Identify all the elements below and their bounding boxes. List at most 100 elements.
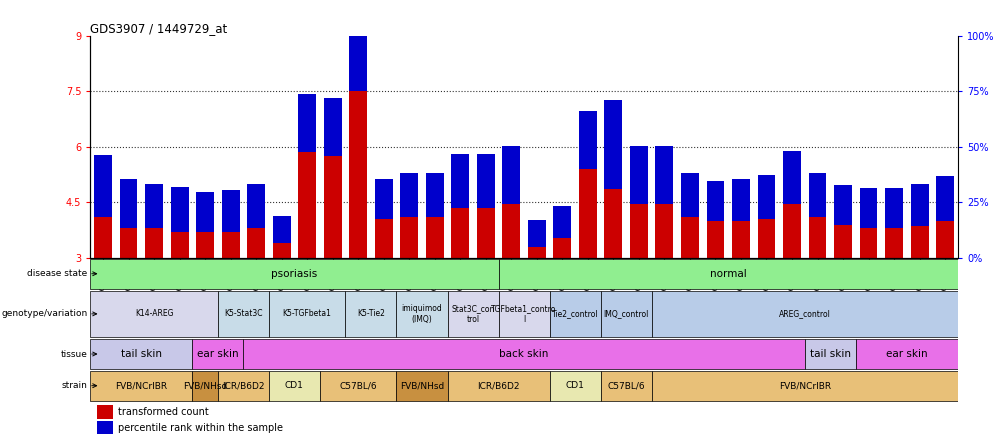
Bar (426, 173, 443, 217)
Text: ICR/B6D2: ICR/B6D2 (477, 381, 519, 390)
Text: ear skin: ear skin (885, 349, 927, 359)
Bar (502, 147, 520, 204)
Bar (834, 185, 851, 225)
Bar (217, 291, 269, 337)
Bar (629, 147, 647, 204)
Text: disease state: disease state (27, 269, 87, 278)
Bar (855, 339, 957, 369)
Bar (651, 371, 957, 400)
Bar (243, 339, 804, 369)
Bar (451, 208, 469, 258)
Bar (859, 188, 877, 228)
Bar (90, 259, 498, 289)
Bar (324, 98, 342, 156)
Bar (246, 184, 265, 228)
Bar (447, 291, 498, 337)
Bar (94, 217, 112, 258)
Text: C57BL/6: C57BL/6 (607, 381, 644, 390)
Bar (196, 232, 213, 258)
Text: genotype/variation: genotype/variation (1, 309, 87, 318)
Text: FVB/NCrIBR: FVB/NCrIBR (778, 381, 830, 390)
Text: percentile rank within the sample: percentile rank within the sample (118, 423, 283, 433)
Bar (783, 151, 801, 204)
Bar (549, 291, 600, 337)
Text: ear skin: ear skin (196, 349, 238, 359)
Text: GDS3907 / 1449729_at: GDS3907 / 1449729_at (90, 23, 227, 36)
Text: Tie2_control: Tie2_control (551, 309, 598, 318)
Bar (170, 187, 188, 232)
Bar (578, 111, 596, 169)
Bar (705, 221, 723, 258)
Bar (884, 188, 902, 228)
Bar (629, 204, 647, 258)
Text: Stat3C_con
trol: Stat3C_con trol (451, 304, 494, 324)
Bar (731, 178, 749, 221)
Text: FVB/NCrIBR: FVB/NCrIBR (115, 381, 167, 390)
Bar (655, 147, 672, 204)
Text: AREG_control: AREG_control (778, 309, 830, 318)
Bar (119, 179, 137, 228)
Bar (170, 232, 188, 258)
Text: tail skin: tail skin (120, 349, 161, 359)
Bar (97, 421, 112, 435)
Bar (192, 339, 243, 369)
Bar (396, 371, 447, 400)
Bar (298, 152, 316, 258)
Bar (680, 217, 698, 258)
Bar (859, 228, 877, 258)
Bar (808, 173, 826, 217)
Bar (192, 371, 217, 400)
Bar (217, 371, 269, 400)
Bar (935, 176, 953, 221)
Bar (935, 221, 953, 258)
Bar (400, 217, 418, 258)
Bar (451, 155, 469, 208)
Bar (910, 226, 928, 258)
Bar (757, 174, 775, 219)
Bar (783, 204, 801, 258)
Bar (604, 100, 621, 189)
Text: strain: strain (62, 381, 87, 390)
Bar (269, 371, 320, 400)
Bar (502, 204, 520, 258)
Bar (345, 291, 396, 337)
Bar (498, 291, 549, 337)
Text: transformed count: transformed count (118, 407, 208, 417)
Bar (221, 190, 239, 232)
Bar (90, 291, 217, 337)
Bar (221, 232, 239, 258)
Text: K5-Tie2: K5-Tie2 (357, 309, 385, 318)
Bar (910, 184, 928, 226)
Bar (680, 173, 698, 217)
Bar (884, 228, 902, 258)
Bar (731, 221, 749, 258)
Bar (400, 173, 418, 217)
Text: back skin: back skin (499, 349, 548, 359)
Bar (196, 192, 213, 232)
Text: IMQ_control: IMQ_control (603, 309, 648, 318)
Bar (349, 91, 367, 258)
Bar (349, 0, 367, 91)
Text: tissue: tissue (61, 349, 87, 358)
Bar (447, 371, 549, 400)
Bar (553, 206, 571, 238)
Bar (604, 189, 621, 258)
Bar (476, 155, 494, 208)
Bar (549, 371, 600, 400)
Bar (273, 243, 291, 258)
Bar (553, 238, 571, 258)
Bar (273, 216, 291, 243)
Bar (476, 208, 494, 258)
Text: FVB/NHsd: FVB/NHsd (182, 381, 227, 390)
Bar (808, 217, 826, 258)
Text: ICR/B6D2: ICR/B6D2 (221, 381, 265, 390)
Bar (145, 184, 163, 228)
Bar (320, 371, 396, 400)
Bar (269, 291, 345, 337)
Text: FVB/NHsd: FVB/NHsd (400, 381, 444, 390)
Text: K5-Stat3C: K5-Stat3C (223, 309, 263, 318)
Text: K5-TGFbeta1: K5-TGFbeta1 (283, 309, 332, 318)
Bar (119, 228, 137, 258)
Bar (655, 204, 672, 258)
Text: CD1: CD1 (285, 381, 304, 390)
